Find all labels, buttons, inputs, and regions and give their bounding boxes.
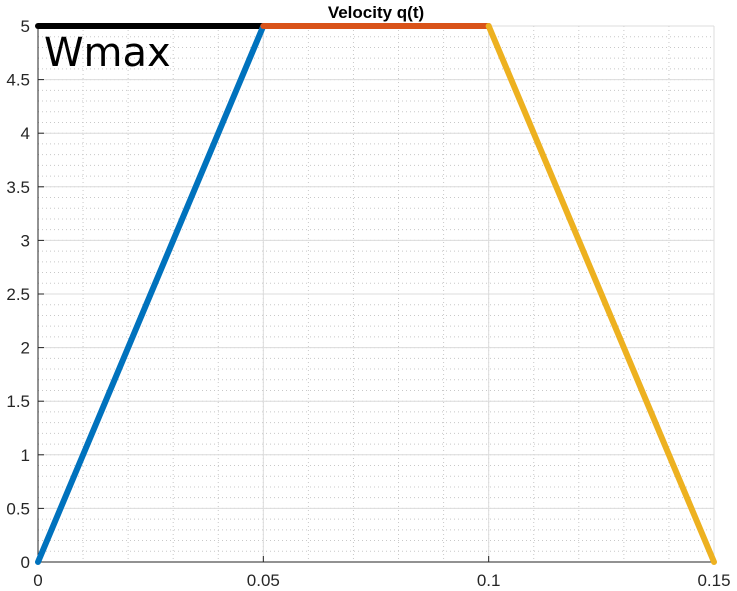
- y-tick-label: 0.5: [6, 499, 30, 518]
- series-lines: [35, 23, 717, 565]
- y-tick-label: 3: [21, 231, 30, 250]
- y-tick-label: 1: [21, 446, 30, 465]
- y-tick-label: 4.5: [6, 71, 30, 90]
- series-line-1: [35, 23, 267, 565]
- y-tick-label: 2.5: [6, 285, 30, 304]
- x-tick-label: 0: [33, 571, 42, 590]
- series-line-3: [485, 23, 717, 565]
- y-tick-label: 0: [21, 553, 30, 572]
- x-tick-label: 0.1: [477, 571, 501, 590]
- annotation-wmax: Wmax: [44, 30, 171, 76]
- x-tick-label: 0.15: [697, 571, 730, 590]
- axes: [37, 25, 715, 563]
- y-tick-label: 2: [21, 339, 30, 358]
- y-tick-label: 5: [21, 17, 30, 36]
- tick-labels: 0 0.05 0.1 0.15 0 0.5 1 1.5 2 2.5 3 3.5 4 4.5 5: [6, 17, 730, 590]
- y-tick-label: 4: [21, 124, 30, 143]
- grid: [37, 25, 715, 563]
- y-tick-label: 1.5: [6, 392, 30, 411]
- y-tick-label: 3.5: [6, 178, 30, 197]
- chart-title: Velocity q(t): [328, 3, 424, 22]
- x-tick-label: 0.05: [247, 571, 280, 590]
